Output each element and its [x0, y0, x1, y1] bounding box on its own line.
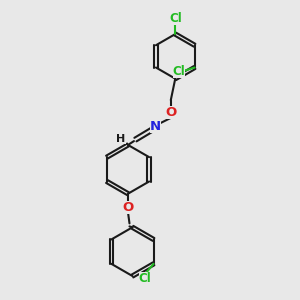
Text: N: N: [150, 120, 161, 133]
Text: Cl: Cl: [173, 64, 185, 78]
Text: O: O: [122, 201, 134, 214]
Text: H: H: [116, 134, 126, 144]
Text: O: O: [165, 106, 176, 119]
Text: Cl: Cl: [169, 12, 182, 25]
Text: Cl: Cl: [139, 272, 152, 285]
